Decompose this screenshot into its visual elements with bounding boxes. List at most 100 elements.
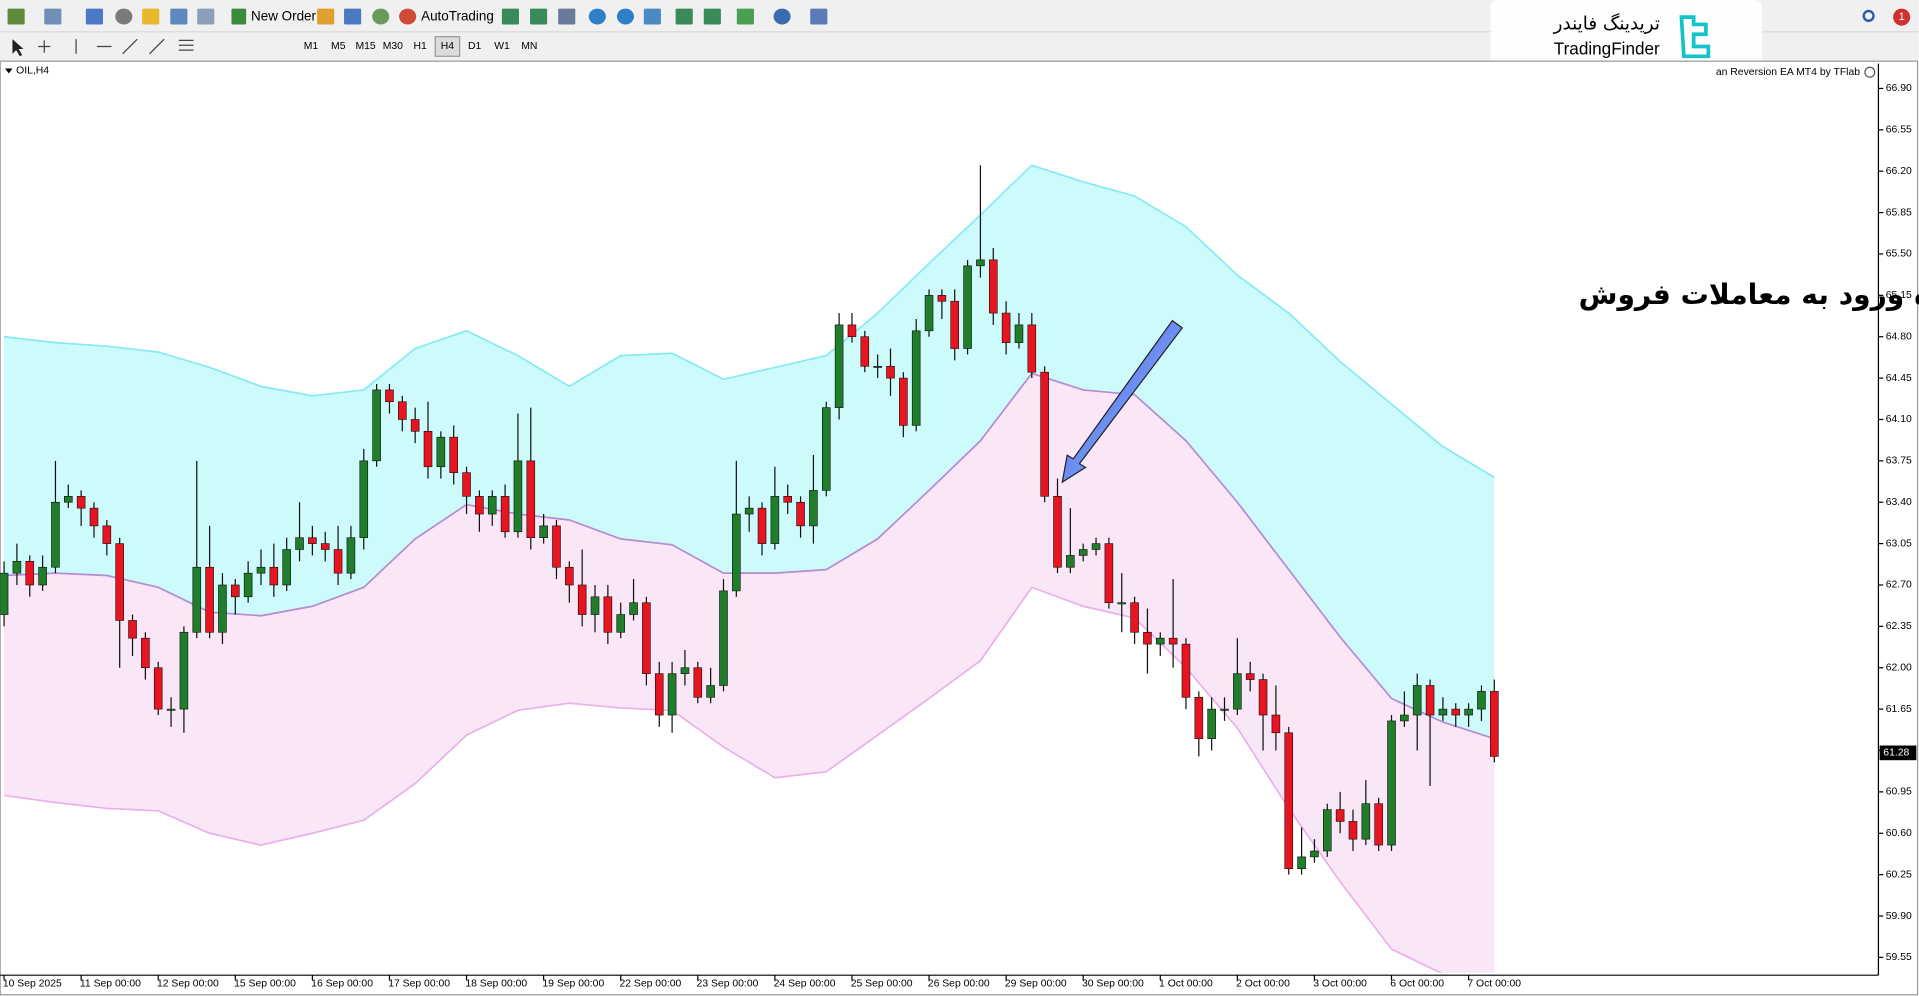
- candle-body-up: [1477, 691, 1486, 710]
- indicator-label: an Reversion EA MT4 by TFlab: [1716, 67, 1860, 78]
- candle-body-up: [372, 389, 381, 462]
- candle-body-up: [487, 496, 497, 515]
- x-tick-label: 10 Sep 2025: [3, 979, 62, 990]
- timeframe-button[interactable]: MN: [521, 41, 537, 52]
- icon[interactable]: [142, 8, 160, 25]
- y-tick-label: 60.25: [1886, 869, 1912, 880]
- y-tick-label: 65.15: [1886, 290, 1912, 301]
- candle-body-up: [1387, 720, 1396, 846]
- candle-body-up: [346, 537, 356, 574]
- notification-badge[interactable]: [1893, 8, 1911, 26]
- cursor-icon[interactable]: [12, 39, 24, 57]
- icon[interactable]: [588, 8, 606, 25]
- y-tick-label: 65.50: [1886, 249, 1912, 260]
- candle-body-down: [1130, 602, 1139, 633]
- icon[interactable]: [703, 8, 721, 25]
- candle-body-up: [706, 685, 715, 698]
- candle-body-up: [1117, 602, 1127, 605]
- timeframe-button[interactable]: M30: [383, 41, 403, 52]
- icon[interactable]: [231, 8, 247, 25]
- y-tick-label: 62.70: [1886, 580, 1912, 591]
- candle-body-down: [269, 566, 279, 586]
- x-tick-label: 29 Sep 00:00: [1005, 979, 1067, 990]
- candle-body-down: [693, 667, 703, 698]
- last-price-box: [1879, 745, 1917, 761]
- icon[interactable]: [197, 8, 215, 25]
- icon[interactable]: [616, 8, 635, 25]
- candle-body-up: [256, 566, 266, 574]
- candle-body-down: [153, 667, 163, 710]
- candle-body-down: [25, 561, 35, 586]
- toolbar-icons: [7, 8, 828, 57]
- candle-body-down: [1451, 708, 1461, 716]
- indicator-close[interactable]: [1864, 66, 1876, 78]
- icon[interactable]: [643, 8, 661, 25]
- timeframe-button[interactable]: M5: [331, 41, 346, 52]
- icon[interactable]: [501, 8, 520, 25]
- candle-body-up: [976, 259, 985, 267]
- timeframes: M1 M5 M15 M30 H1 H4 D1 W1 MN: [304, 36, 537, 57]
- y-tick-label: 62.35: [1886, 621, 1912, 632]
- candle-body-down: [1271, 714, 1281, 734]
- timeframe-button[interactable]: M15: [355, 41, 375, 52]
- chart-menu-icon[interactable]: [5, 68, 13, 74]
- icon[interactable]: [372, 8, 390, 25]
- icon[interactable]: [773, 8, 791, 25]
- candle-body-down: [128, 620, 137, 639]
- candle-body-up: [1297, 856, 1306, 870]
- icon[interactable]: [44, 8, 62, 25]
- candle-body-up: [1220, 708, 1229, 711]
- candle-body-up: [218, 584, 227, 633]
- icon[interactable]: [736, 8, 754, 25]
- autotrading-label[interactable]: AutoTrading: [421, 9, 494, 24]
- candle-body-up: [873, 365, 882, 368]
- candle-body-down: [1245, 673, 1255, 680]
- icon[interactable]: [7, 8, 25, 25]
- draw-tools[interactable]: [38, 38, 194, 55]
- candle-body-down: [899, 377, 908, 426]
- band-line-middle: [4, 372, 1495, 740]
- icon[interactable]: [344, 8, 362, 25]
- candle-body-up: [1400, 714, 1409, 722]
- candle-body-down: [1258, 679, 1268, 716]
- x-tick-label: 11 Sep 00:00: [80, 979, 141, 990]
- icon[interactable]: [115, 8, 133, 25]
- new-order-label[interactable]: New Order: [251, 9, 316, 24]
- timeframe-button[interactable]: H1: [413, 41, 427, 52]
- candle-body-down: [423, 430, 433, 468]
- candle-body-down: [577, 584, 587, 615]
- timeframe-button[interactable]: H4: [441, 41, 455, 52]
- candle-body-down: [1040, 371, 1049, 497]
- candle-body-up: [744, 507, 754, 515]
- icon[interactable]: [399, 8, 417, 25]
- x-tick-label: 7 Oct 00:00: [1467, 979, 1521, 990]
- timeframe-button[interactable]: W1: [494, 41, 510, 52]
- icon[interactable]: [558, 8, 576, 25]
- search-icon[interactable]: [1862, 9, 1875, 23]
- timeframe-button[interactable]: D1: [468, 41, 482, 52]
- icon[interactable]: [317, 8, 335, 25]
- candle-body-up: [192, 566, 202, 633]
- candle-body-down: [1348, 821, 1358, 840]
- x-tick-label: 17 Sep 00:00: [388, 979, 450, 990]
- candle-body-up: [963, 265, 972, 349]
- icon[interactable]: [170, 8, 188, 25]
- icon[interactable]: [85, 8, 103, 25]
- candle-body-down: [1374, 803, 1383, 846]
- candle-body-down: [475, 496, 484, 515]
- band-fill: [4, 165, 1495, 739]
- candle-body-down: [398, 401, 407, 420]
- candle-body-down: [449, 436, 458, 473]
- y-tick-label: 66.20: [1886, 166, 1912, 177]
- candle-body-up: [809, 490, 818, 527]
- icon[interactable]: [675, 8, 693, 25]
- timeframe-button[interactable]: M1: [304, 41, 319, 52]
- candle-body-down: [115, 543, 124, 621]
- annotation: محدوده ورود به معاملات فروش: [1579, 278, 1919, 311]
- logo-mark: [1679, 15, 1711, 59]
- y-tick-label: 64.45: [1886, 373, 1912, 384]
- icon[interactable]: [530, 8, 548, 25]
- x-tick-label: 25 Sep 00:00: [851, 979, 913, 990]
- icon[interactable]: [810, 8, 828, 25]
